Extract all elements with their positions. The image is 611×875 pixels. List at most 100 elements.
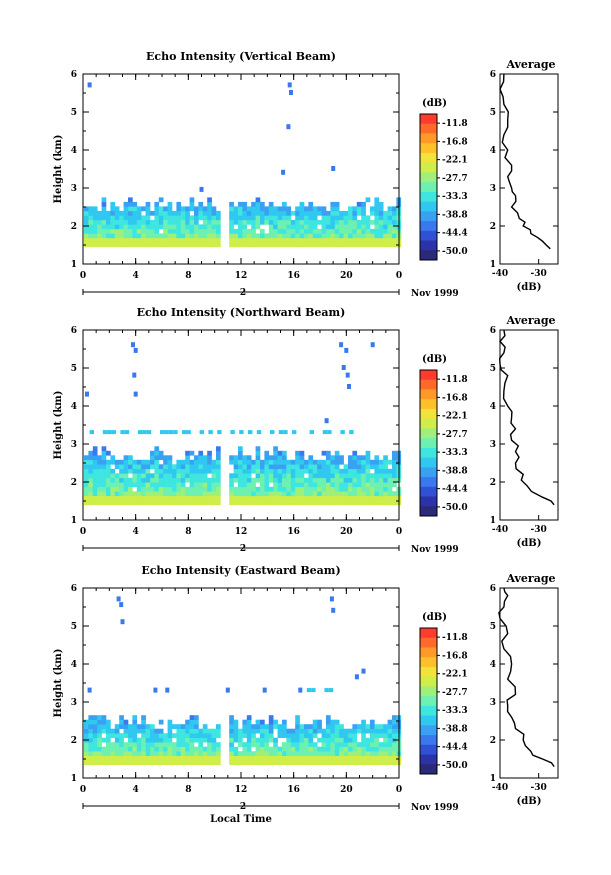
heatmap-cell	[365, 242, 371, 248]
heatmap-cell	[238, 751, 243, 756]
heatmap-cell	[97, 486, 102, 492]
heatmap-cell	[238, 233, 243, 239]
heatmap-cell	[106, 219, 111, 225]
heatmap-cell	[211, 737, 217, 743]
heatmap-cell	[334, 464, 340, 470]
heatmap-cell	[141, 500, 146, 506]
heatmap-cell	[101, 210, 107, 216]
heatmap-cell	[374, 206, 380, 212]
heatmap-cell	[326, 746, 331, 752]
heatmap-cell	[189, 473, 195, 479]
heatmap-cell	[207, 737, 212, 743]
heatmap-cell	[273, 464, 278, 470]
heatmap-cell	[352, 755, 358, 761]
heatmap-cell	[172, 733, 177, 738]
heatmap-cell	[383, 459, 388, 465]
heatmap-cell	[114, 210, 120, 216]
colorbar-tick-label: -38.8	[442, 724, 468, 734]
heatmap-cell	[246, 751, 252, 756]
heatmap-cell	[299, 215, 305, 221]
heatmap-cell	[189, 724, 195, 729]
heatmap-cell	[88, 464, 94, 470]
heatmap-cell	[370, 737, 375, 743]
heatmap-cell	[185, 224, 190, 230]
heatmap-cell	[88, 473, 94, 479]
heatmap-cell	[277, 755, 283, 761]
heatmap-cell	[242, 237, 248, 243]
heatmap-cell	[246, 206, 252, 212]
heatmap-cell	[106, 746, 111, 752]
heatmap-cell	[176, 233, 182, 239]
heatmap-cell	[321, 755, 327, 761]
heatmap-cell	[273, 224, 278, 230]
heatmap-cell	[132, 500, 138, 506]
heatmap-cell	[176, 724, 182, 729]
heatmap-cell	[167, 206, 173, 212]
heatmap-cell	[343, 219, 349, 225]
heatmap-cell	[343, 228, 349, 234]
heatmap-cell	[141, 742, 146, 747]
heatmap-cell	[308, 459, 314, 465]
heatmap-cell	[326, 495, 331, 501]
heatmap-cell	[343, 755, 349, 761]
heatmap-cell	[101, 473, 107, 479]
heatmap-cell	[326, 233, 331, 239]
heatmap-cell	[308, 224, 314, 230]
colorbar-swatch	[420, 447, 437, 458]
heatmap-cell	[128, 242, 133, 248]
isolated-echo	[165, 687, 170, 693]
heatmap-cell	[207, 751, 212, 756]
heatmap-cell	[176, 755, 182, 761]
heatmap-cell	[356, 477, 362, 483]
heatmap-cell	[202, 746, 208, 752]
heatmap-cell	[317, 237, 322, 243]
heatmap-cell	[198, 751, 204, 756]
heatmap-cell	[84, 224, 89, 230]
heatmap-cell	[145, 724, 151, 729]
heatmap-cell	[365, 751, 371, 756]
heatmap-cell	[277, 495, 283, 501]
heatmap-cell	[312, 473, 318, 479]
heatmap-cell	[290, 473, 296, 479]
heatmap-cell	[308, 237, 314, 243]
heatmap-cell	[356, 751, 362, 756]
heatmap-cell	[370, 724, 375, 729]
heatmap-cell	[189, 755, 195, 761]
heatmap-cell	[84, 228, 89, 234]
heatmap-cell	[110, 495, 116, 501]
heatmap-cell	[211, 491, 217, 497]
heatmap-cell	[295, 495, 300, 501]
heatmap-cell	[145, 219, 151, 225]
heatmap-cell	[374, 737, 380, 743]
heatmap-cell	[326, 486, 331, 492]
heatmap-cell	[167, 500, 173, 506]
thin-layer-cell	[124, 430, 130, 435]
heatmap-cell	[128, 482, 133, 488]
heatmap-cell	[238, 228, 243, 234]
heatmap-cell	[290, 500, 296, 506]
heatmap-cell	[101, 464, 107, 470]
heatmap-cell	[207, 468, 212, 474]
heatmap-cell	[260, 473, 265, 479]
heatmap-cell	[110, 728, 116, 734]
heatmap-cell	[154, 755, 160, 761]
heatmap-cell	[194, 760, 199, 765]
heatmap-cell	[167, 242, 173, 248]
heatmap-cell	[308, 455, 314, 461]
heatmap-cell	[242, 455, 248, 461]
heatmap-cell	[282, 450, 287, 456]
heatmap-cell	[317, 755, 322, 761]
heatmap-cell	[387, 491, 393, 497]
heatmap-cell	[383, 755, 388, 761]
heatmap-cell	[194, 755, 199, 761]
heatmap-cell	[268, 715, 274, 720]
heatmap-cell	[317, 491, 322, 497]
heatmap-cell	[97, 233, 102, 239]
heatmap-cell	[242, 724, 248, 729]
heatmap-cell	[110, 473, 116, 479]
heatmap-cell	[211, 210, 217, 216]
heatmap-cell	[233, 728, 239, 734]
heatmap-cell	[299, 742, 305, 747]
isolated-echo	[87, 687, 92, 693]
heatmap-cell	[383, 237, 388, 243]
